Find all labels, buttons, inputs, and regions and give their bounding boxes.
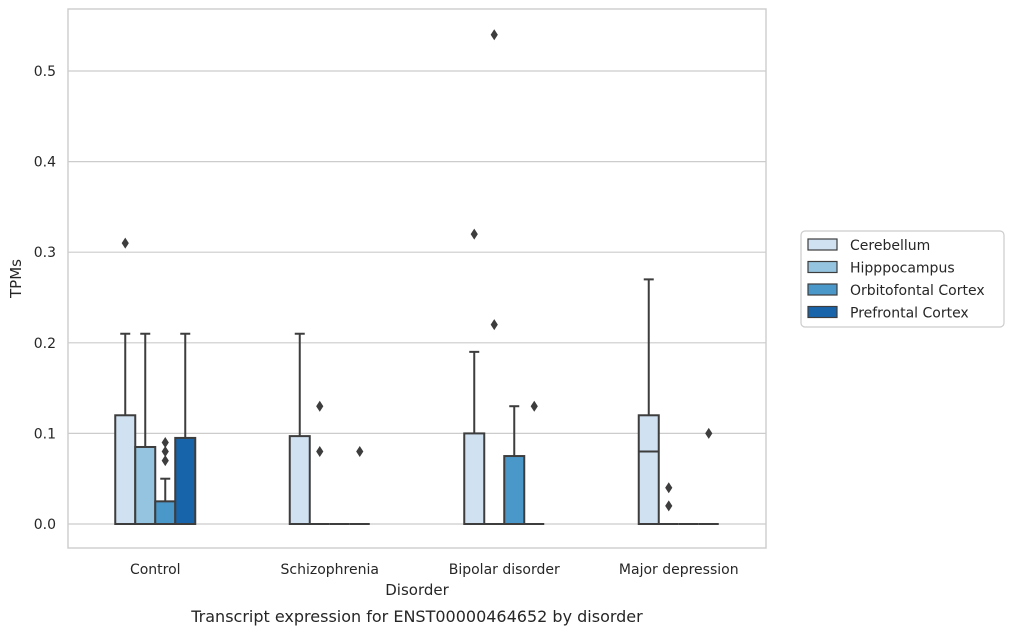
outlier-point xyxy=(470,228,478,240)
outlier-point xyxy=(121,237,129,249)
boxes xyxy=(114,29,719,526)
box-body xyxy=(288,435,311,526)
box-body xyxy=(134,445,157,525)
outlier-point xyxy=(316,400,324,412)
box-body xyxy=(503,455,526,525)
box-cerebellum xyxy=(637,278,660,525)
box-orbitofontal-cortex xyxy=(154,436,177,526)
grid-lines xyxy=(68,70,766,525)
legend-label: Orbitofontal Cortex xyxy=(850,283,985,299)
outlier-point xyxy=(161,436,169,448)
figure-caption: Transcript expression for ENST0000046465… xyxy=(190,607,643,626)
x-tick-label: Bipolar disorder xyxy=(449,562,560,578)
legend: Cerebellum Hipppocampus Orbitofontal Corte… xyxy=(800,230,1005,328)
outlier-point xyxy=(530,400,538,412)
box-hipppocampus xyxy=(658,482,679,525)
box-body xyxy=(637,414,660,525)
plot-frame xyxy=(67,8,767,549)
legend-label: Prefrontal Cortex xyxy=(850,306,969,322)
box-cerebellum xyxy=(114,237,137,525)
outlier-point xyxy=(161,446,169,458)
box-hipppocampus xyxy=(134,332,157,525)
box-cerebellum xyxy=(463,228,486,525)
outlier-point xyxy=(161,455,169,467)
y-tick-labels: 0.0 0.1 0.2 0.3 0.4 0.5 xyxy=(34,64,56,533)
x-tick-label: Major depression xyxy=(619,562,739,578)
y-tick-label: 0.5 xyxy=(34,64,56,80)
legend-swatch xyxy=(807,283,838,296)
legend-label: Cerebellum xyxy=(850,238,930,254)
legend-swatch xyxy=(807,260,838,274)
outlier-point xyxy=(490,29,498,41)
y-tick-label: 0.0 xyxy=(34,517,56,533)
outlier-point xyxy=(490,319,498,331)
y-tick-label: 0.2 xyxy=(34,336,56,352)
box-body xyxy=(154,500,177,526)
box-body xyxy=(114,414,137,525)
outlier-point xyxy=(356,446,364,458)
box-prefrontal-cortex xyxy=(174,332,197,525)
box-hipppocampus xyxy=(484,29,505,525)
legend-swatch xyxy=(807,305,838,319)
box-hipppocampus xyxy=(309,400,330,525)
box-prefrontal-cortex xyxy=(349,446,370,525)
y-tick-label: 0.3 xyxy=(34,245,56,261)
box-prefrontal-cortex xyxy=(524,400,545,525)
y-tick-label: 0.1 xyxy=(34,426,56,442)
outlier-point xyxy=(665,482,673,494)
outlier-point xyxy=(316,446,324,458)
y-axis-label: TPMs xyxy=(7,259,25,299)
outlier-point xyxy=(665,500,673,512)
x-tick-label: Schizophrenia xyxy=(281,562,379,578)
box-prefrontal-cortex xyxy=(698,427,719,525)
box-body xyxy=(174,436,197,525)
y-tick-label: 0.4 xyxy=(34,155,56,171)
x-tick-label: Control xyxy=(130,562,181,578)
x-axis-label: Disorder xyxy=(385,581,449,599)
box-body xyxy=(463,432,486,525)
legend-frame xyxy=(800,230,1005,328)
box-orbitofontal-cortex xyxy=(503,405,526,525)
legend-swatch xyxy=(807,238,838,251)
legend-label: Hipppocampus xyxy=(850,261,955,277)
x-tick-labels: Control Schizophrenia Bipolar disorder Majo… xyxy=(130,562,739,578)
box-cerebellum xyxy=(288,332,311,526)
outlier-point xyxy=(705,427,713,439)
